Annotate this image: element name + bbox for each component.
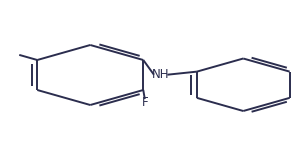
Text: F: F xyxy=(141,96,148,109)
Text: NH: NH xyxy=(152,69,170,81)
